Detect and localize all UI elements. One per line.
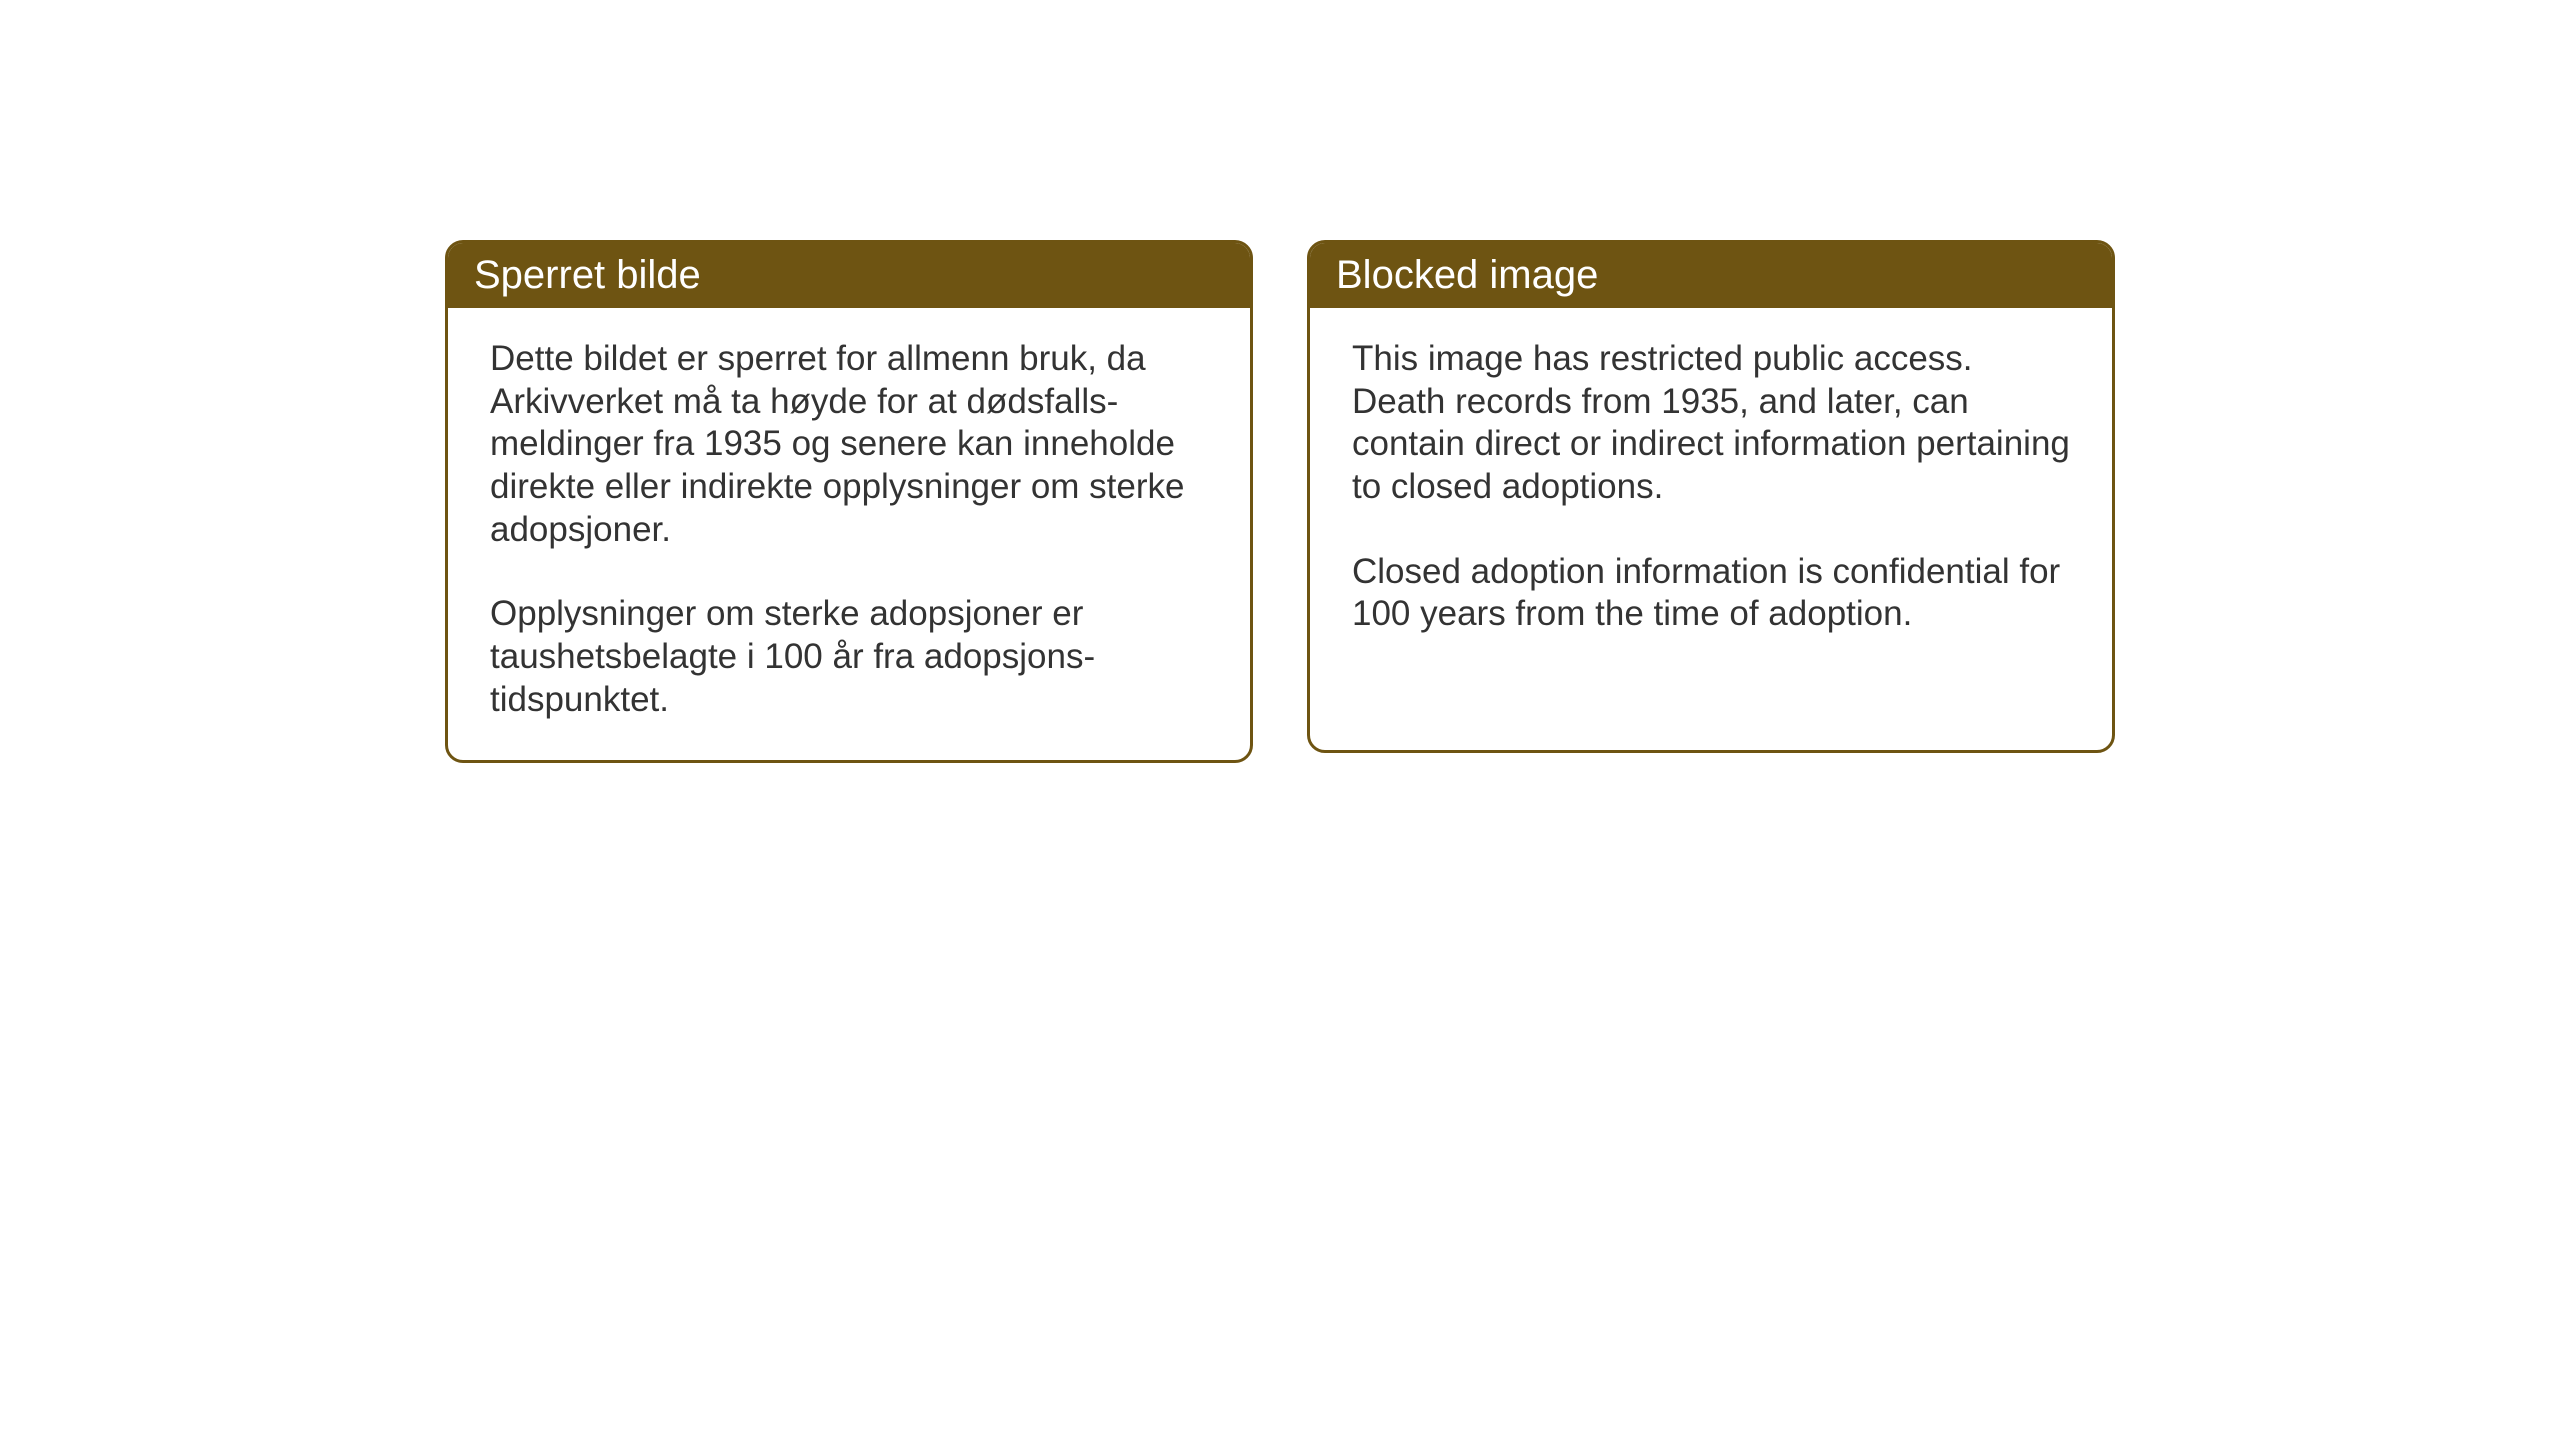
blocked-image-card-english: Blocked image This image has restricted … <box>1307 240 2115 753</box>
card-header-norwegian: Sperret bilde <box>448 243 1250 308</box>
card-paragraph-1-norwegian: Dette bildet er sperret for allmenn bruk… <box>490 338 1208 551</box>
card-paragraph-2-english: Closed adoption information is confident… <box>1352 551 2070 636</box>
card-paragraph-1-english: This image has restricted public access.… <box>1352 338 2070 509</box>
card-body-english: This image has restricted public access.… <box>1310 308 2112 674</box>
card-header-english: Blocked image <box>1310 243 2112 308</box>
blocked-image-card-norwegian: Sperret bilde Dette bildet er sperret fo… <box>445 240 1253 763</box>
card-paragraph-2-norwegian: Opplysninger om sterke adopsjoner er tau… <box>490 593 1208 721</box>
card-body-norwegian: Dette bildet er sperret for allmenn bruk… <box>448 308 1250 760</box>
cards-container: Sperret bilde Dette bildet er sperret fo… <box>445 240 2115 763</box>
